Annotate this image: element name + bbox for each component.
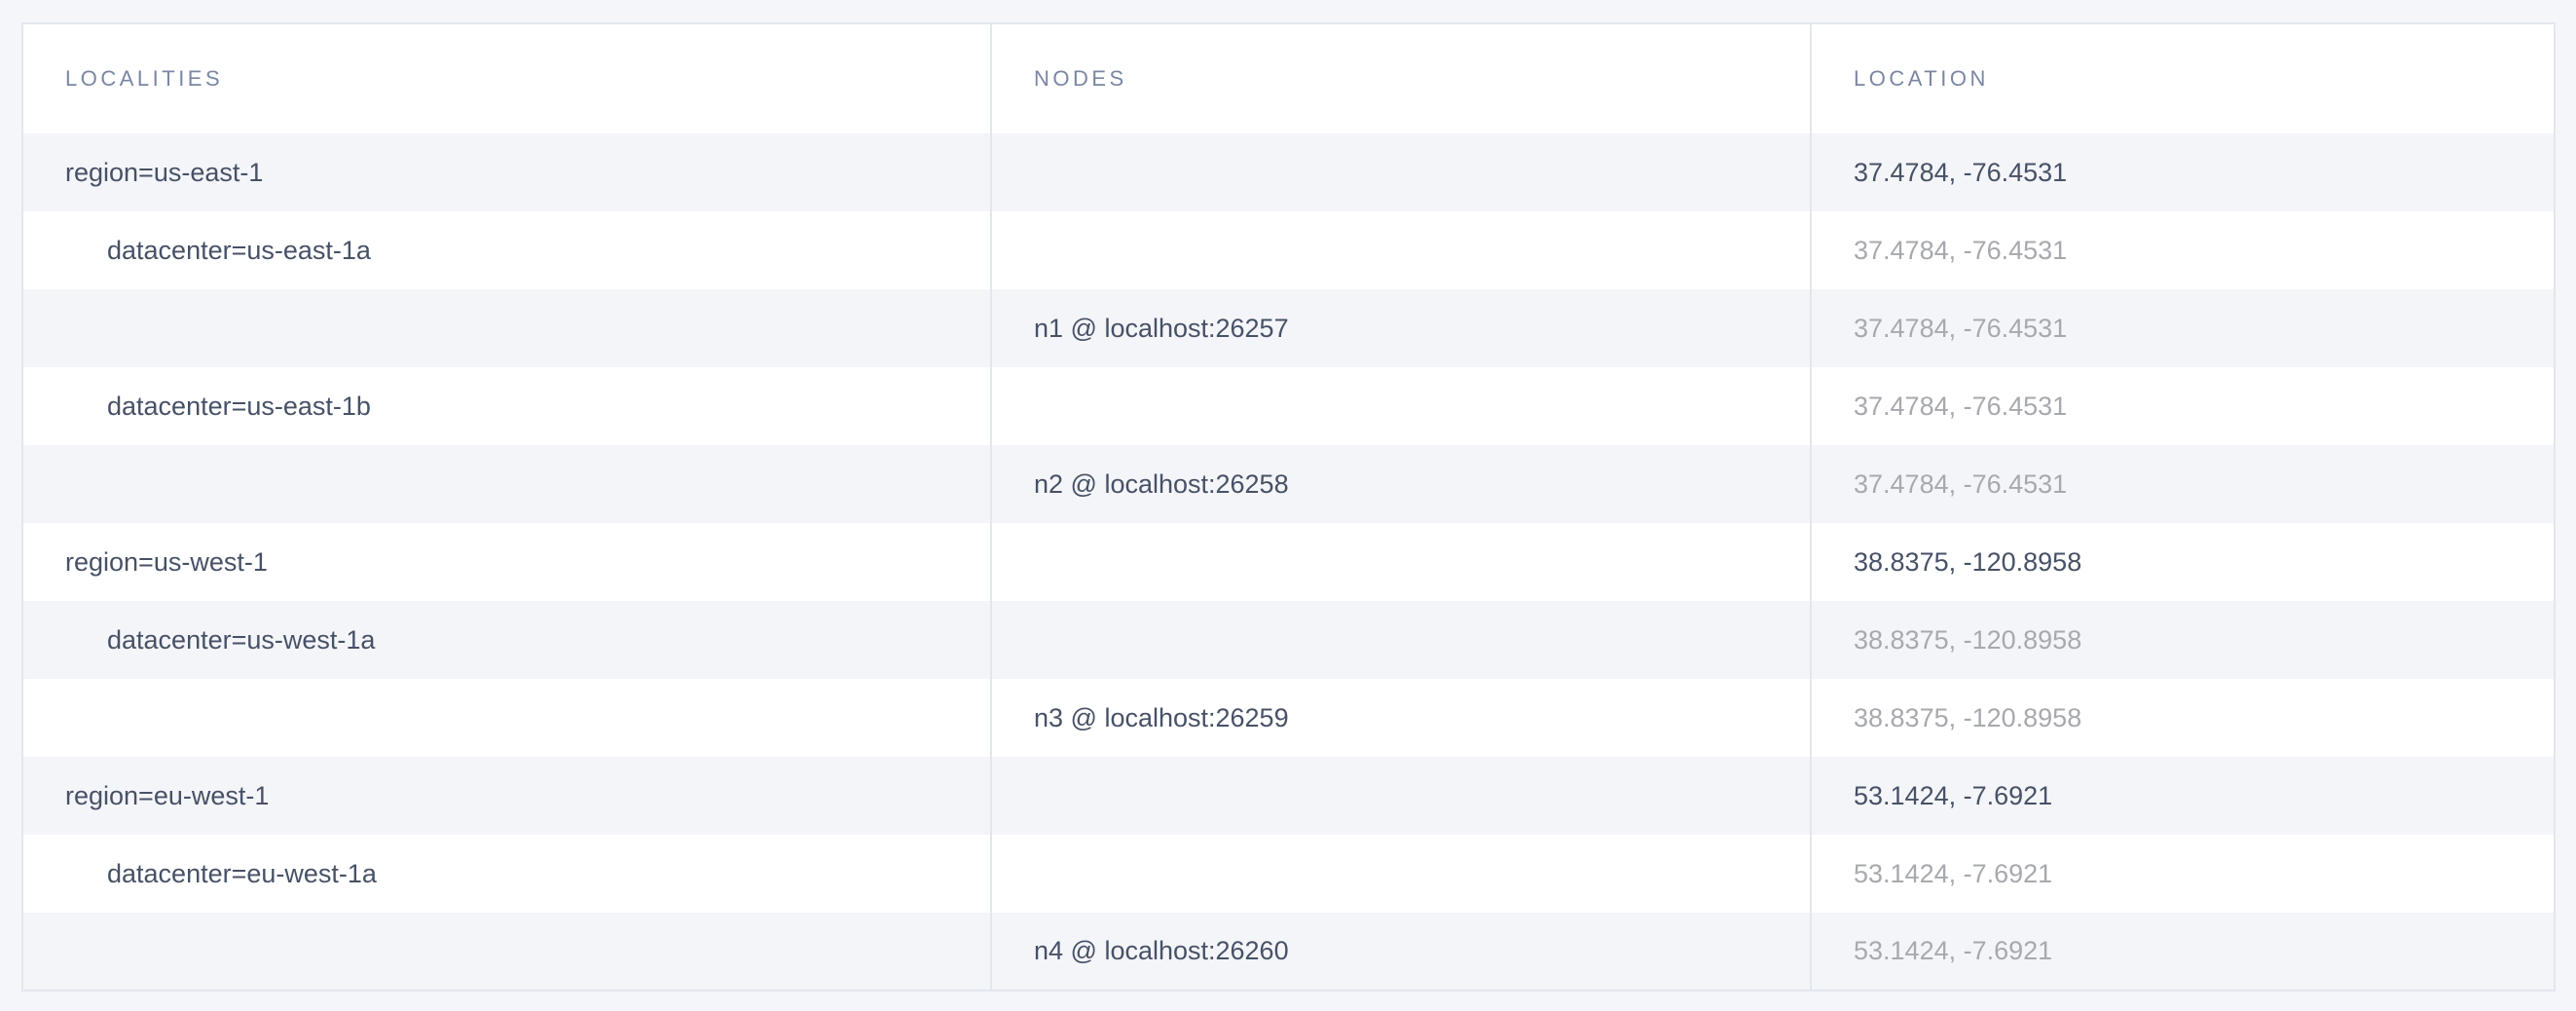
locality-cell: datacenter=eu-west-1a [107, 858, 377, 888]
column-header-nodes: NODES [990, 23, 1811, 133]
location-cell: 38.8375, -120.8958 [1810, 523, 2555, 601]
locality-cell: datacenter=us-east-1a [107, 235, 371, 265]
table-row-region-us-east-1: region=us-east-1 37.4784, -76.4531 [22, 133, 2555, 211]
locality-cell [22, 289, 991, 367]
location-cell: 38.8375, -120.8958 [1810, 679, 2555, 757]
node-cell [990, 211, 1811, 289]
table-row-node-n4: n4 @ localhost:26260 53.1424, -7.6921 [22, 913, 2555, 991]
localities-table: LOCALITIES NODES LOCATION region=us-east… [21, 22, 2556, 992]
location-cell: 53.1424, -7.6921 [1810, 835, 2555, 913]
locality-cell: datacenter=us-east-1b [107, 391, 371, 421]
table-row-node-n3: n3 @ localhost:26259 38.8375, -120.8958 [22, 679, 2555, 757]
table-row-region-us-west-1: region=us-west-1 38.8375, -120.8958 [22, 523, 2555, 601]
node-cell [990, 835, 1811, 913]
location-cell: 37.4784, -76.4531 [1810, 367, 2555, 445]
locality-cell: region=eu-west-1 [65, 780, 270, 810]
column-header-location: LOCATION [1810, 23, 2555, 133]
node-cell: n1 @ localhost:26257 [990, 289, 1811, 367]
locality-cell: region=us-east-1 [65, 157, 264, 187]
table-row-datacenter-us-east-1a: datacenter=us-east-1a 37.4784, -76.4531 [22, 211, 2555, 289]
node-cell [990, 601, 1811, 679]
node-cell [990, 757, 1811, 835]
table-row-node-n2: n2 @ localhost:26258 37.4784, -76.4531 [22, 445, 2555, 523]
locality-cell [22, 913, 991, 991]
locality-cell: region=us-west-1 [65, 546, 268, 577]
node-cell [990, 133, 1811, 211]
node-cell: n2 @ localhost:26258 [990, 445, 1811, 523]
table-row-datacenter-us-west-1a: datacenter=us-west-1a 38.8375, -120.8958 [22, 601, 2555, 679]
localities-report-page: LOCALITIES NODES LOCATION region=us-east… [21, 22, 2556, 992]
table-row-node-n1: n1 @ localhost:26257 37.4784, -76.4531 [22, 289, 2555, 367]
locality-cell [22, 445, 991, 523]
table-row-datacenter-eu-west-1a: datacenter=eu-west-1a 53.1424, -7.6921 [22, 835, 2555, 913]
node-cell [990, 367, 1811, 445]
table-row-region-eu-west-1: region=eu-west-1 53.1424, -7.6921 [22, 757, 2555, 835]
location-cell: 53.1424, -7.6921 [1810, 913, 2555, 991]
column-header-localities: LOCALITIES [65, 66, 224, 91]
location-cell: 37.4784, -76.4531 [1810, 133, 2555, 211]
location-cell: 53.1424, -7.6921 [1810, 757, 2555, 835]
table-row-datacenter-us-east-1b: datacenter=us-east-1b 37.4784, -76.4531 [22, 367, 2555, 445]
node-cell: n4 @ localhost:26260 [990, 913, 1811, 991]
locality-cell [22, 679, 991, 757]
node-cell: n3 @ localhost:26259 [990, 679, 1811, 757]
node-cell [990, 523, 1811, 601]
location-cell: 37.4784, -76.4531 [1810, 211, 2555, 289]
location-cell: 37.4784, -76.4531 [1810, 445, 2555, 523]
table-header-row: LOCALITIES NODES LOCATION [22, 23, 2555, 133]
locality-cell: datacenter=us-west-1a [107, 624, 376, 655]
location-cell: 37.4784, -76.4531 [1810, 289, 2555, 367]
location-cell: 38.8375, -120.8958 [1810, 601, 2555, 679]
